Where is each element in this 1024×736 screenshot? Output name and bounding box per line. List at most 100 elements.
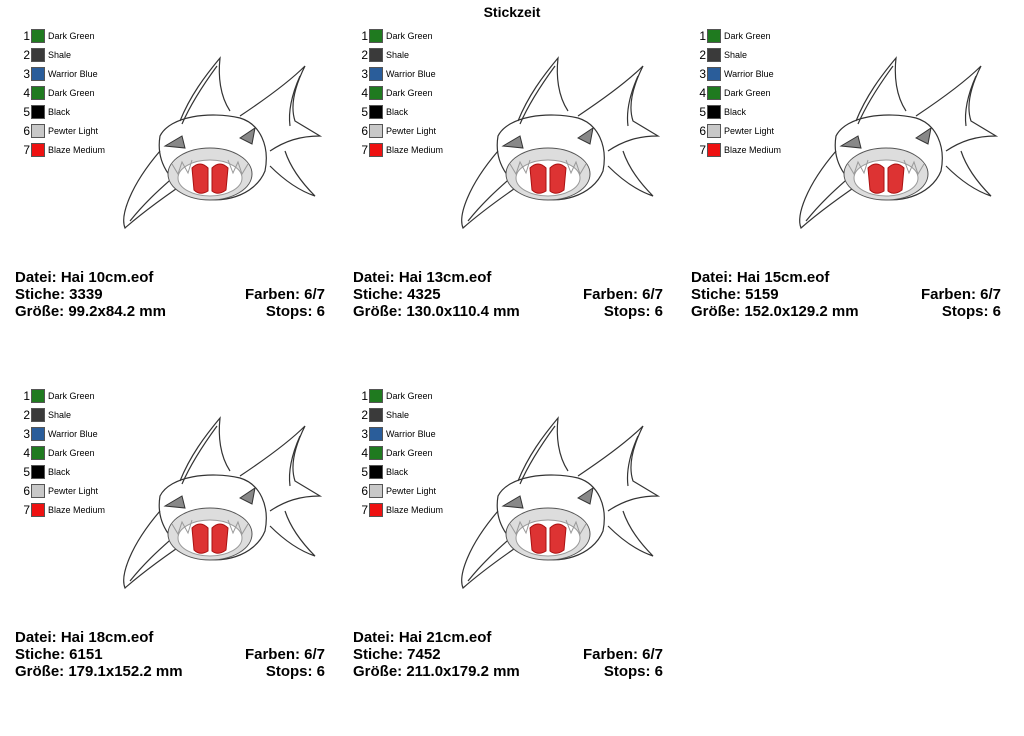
color-number: 2 xyxy=(361,408,368,422)
color-row: 4 Dark Green xyxy=(358,85,433,101)
color-swatch xyxy=(369,48,383,62)
color-row: 7 Blaze Medium xyxy=(696,142,781,158)
color-swatch xyxy=(31,465,45,479)
color-row: 2 Shale xyxy=(696,47,747,63)
color-row: 3 Warrior Blue xyxy=(358,66,436,82)
file-name: Datei: Hai 13cm.eof xyxy=(353,269,492,286)
color-swatch xyxy=(31,48,45,62)
title: Stickzeit xyxy=(483,4,541,20)
color-name: Warrior Blue xyxy=(48,429,98,439)
color-row: 3 Warrior Blue xyxy=(20,66,98,82)
color-name: Black xyxy=(48,467,71,477)
color-swatch xyxy=(369,465,383,479)
color-row: 3 Warrior Blue xyxy=(20,426,98,442)
color-swatch xyxy=(31,29,45,43)
color-number: 7 xyxy=(361,143,368,157)
color-number: 5 xyxy=(23,105,30,119)
color-number: 4 xyxy=(23,446,30,460)
color-name: Black xyxy=(48,107,71,117)
color-row: 1 Dark Green xyxy=(696,28,771,44)
color-number: 1 xyxy=(23,29,30,43)
color-row: 3 Warrior Blue xyxy=(358,426,436,442)
stops: Stops: 6 xyxy=(265,303,325,320)
color-number: 6 xyxy=(361,484,368,498)
color-number: 1 xyxy=(699,29,706,43)
color-name: Shale xyxy=(386,410,410,420)
color-name: Warrior Blue xyxy=(386,69,436,79)
color-name: Dark Green xyxy=(386,391,433,401)
color-name: Dark Green xyxy=(48,448,95,458)
color-row: 2 Shale xyxy=(20,407,71,423)
color-swatch xyxy=(707,48,721,62)
color-swatch xyxy=(31,408,45,422)
color-row: 7 Blaze Medium xyxy=(358,502,443,518)
color-row: 3 Warrior Blue xyxy=(696,66,774,82)
color-number: 1 xyxy=(361,29,368,43)
panel: 1 Dark Green 2 Shale 3 Warrior Blue 4 Dark Gree… xyxy=(15,26,335,356)
stitches: Stiche: 6151 xyxy=(15,646,103,663)
color-name: Dark Green xyxy=(724,88,771,98)
color-swatch xyxy=(31,484,45,498)
color-swatch xyxy=(707,143,721,157)
color-name: Shale xyxy=(724,50,748,60)
color-swatch xyxy=(707,105,721,119)
size: Größe: 152.0x129.2 mm xyxy=(691,303,859,320)
color-row: 6 Pewter Light xyxy=(696,123,774,139)
colors-used: Farben: 6/7 xyxy=(582,286,663,303)
color-number: 7 xyxy=(699,143,706,157)
color-row: 1 Dark Green xyxy=(20,388,95,404)
color-number: 5 xyxy=(361,465,368,479)
color-name: Dark Green xyxy=(386,448,433,458)
color-row: 7 Blaze Medium xyxy=(20,502,105,518)
color-swatch xyxy=(707,124,721,138)
color-swatch xyxy=(369,408,383,422)
color-swatch xyxy=(369,86,383,100)
color-number: 4 xyxy=(361,446,368,460)
stitches: Stiche: 7452 xyxy=(353,646,441,663)
color-number: 7 xyxy=(23,143,30,157)
color-swatch xyxy=(31,446,45,460)
color-row: 4 Dark Green xyxy=(20,445,95,461)
color-number: 5 xyxy=(699,105,706,119)
color-row: 6 Pewter Light xyxy=(358,483,436,499)
color-number: 2 xyxy=(23,48,30,62)
color-name: Black xyxy=(386,107,409,117)
color-swatch xyxy=(31,389,45,403)
color-swatch xyxy=(707,67,721,81)
color-swatch xyxy=(31,143,45,157)
file-name: Datei: Hai 15cm.eof xyxy=(691,269,830,286)
color-swatch xyxy=(369,503,383,517)
color-name: Blaze Medium xyxy=(48,505,106,515)
color-swatch xyxy=(31,124,45,138)
color-name: Dark Green xyxy=(724,31,771,41)
color-name: Warrior Blue xyxy=(724,69,774,79)
color-row: 1 Dark Green xyxy=(20,28,95,44)
color-number: 6 xyxy=(23,124,30,138)
color-row: 1 Dark Green xyxy=(358,28,433,44)
color-swatch xyxy=(369,67,383,81)
color-name: Pewter Light xyxy=(386,486,437,496)
color-swatch xyxy=(369,105,383,119)
color-number: 3 xyxy=(699,67,706,81)
color-name: Shale xyxy=(48,50,72,60)
color-swatch xyxy=(369,389,383,403)
color-row: 4 Dark Green xyxy=(20,85,95,101)
color-swatch xyxy=(369,427,383,441)
stops: Stops: 6 xyxy=(265,663,325,680)
color-row: 6 Pewter Light xyxy=(20,123,98,139)
color-name: Blaze Medium xyxy=(386,145,444,155)
shark-design xyxy=(120,416,340,591)
file-name: Datei: Hai 10cm.eof xyxy=(15,269,154,286)
color-number: 4 xyxy=(361,86,368,100)
color-number: 6 xyxy=(23,484,30,498)
size: Größe: 211.0x179.2 mm xyxy=(353,663,520,680)
color-name: Black xyxy=(724,107,747,117)
shark-design xyxy=(458,416,678,591)
color-row: 4 Dark Green xyxy=(696,85,771,101)
color-number: 2 xyxy=(23,408,30,422)
color-name: Blaze Medium xyxy=(724,145,782,155)
color-number: 6 xyxy=(699,124,706,138)
size: Größe: 179.1x152.2 mm xyxy=(15,663,183,680)
color-number: 1 xyxy=(361,389,368,403)
